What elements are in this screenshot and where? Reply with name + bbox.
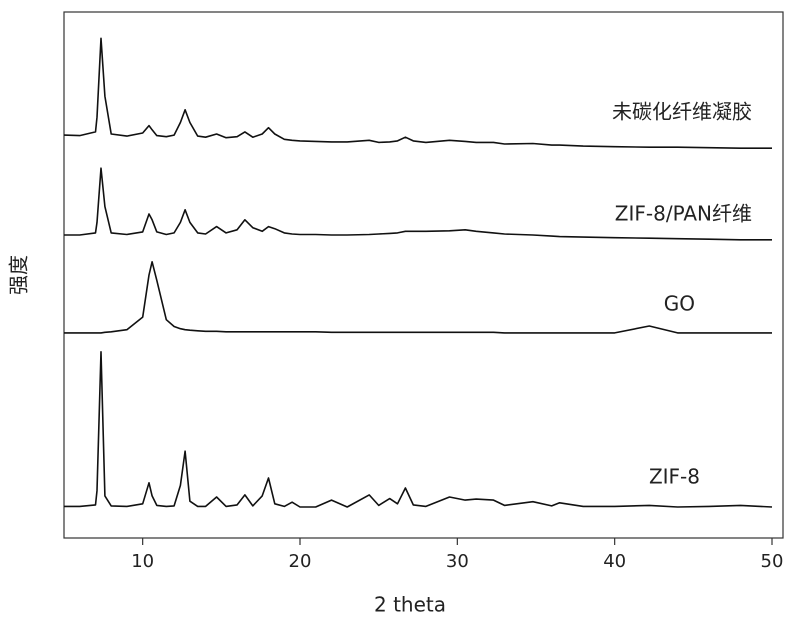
x-tick-label: 10 bbox=[131, 551, 154, 572]
x-tick-label: 30 bbox=[446, 551, 469, 572]
series-line bbox=[64, 351, 773, 508]
series-label: 未碳化纤维凝胶 bbox=[612, 100, 752, 124]
series-label: ZIF-8 bbox=[649, 465, 700, 489]
series-line bbox=[63, 37, 772, 149]
y-axis-label: 强度 bbox=[7, 255, 31, 295]
series-line bbox=[64, 261, 772, 334]
x-tick-label: 20 bbox=[289, 551, 312, 572]
series-label: GO bbox=[664, 292, 695, 316]
plot-frame bbox=[63, 11, 784, 539]
series-label: ZIF-8/PAN纤维 bbox=[615, 202, 752, 226]
x-tick-label: 50 bbox=[761, 551, 784, 572]
x-tick-label: 40 bbox=[603, 551, 626, 572]
x-axis-label: 2 theta bbox=[374, 593, 446, 617]
series-line bbox=[64, 167, 772, 241]
